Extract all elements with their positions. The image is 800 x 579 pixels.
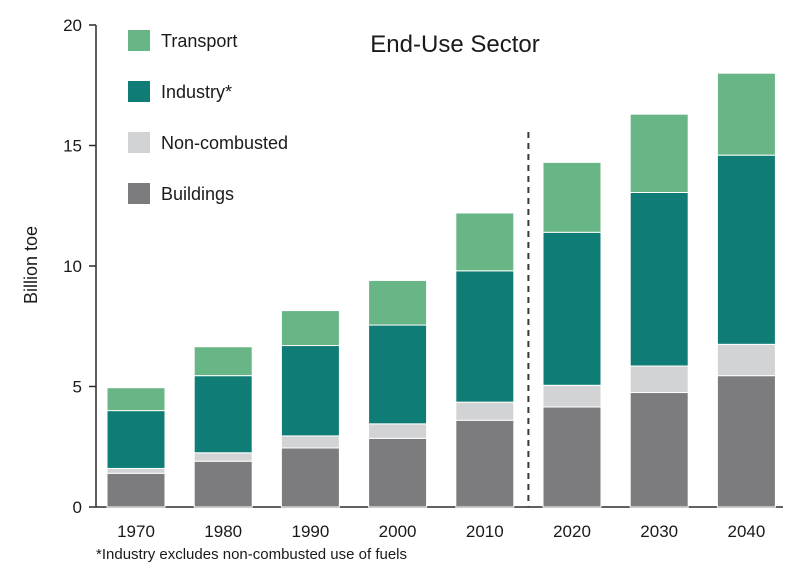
- bar-segment-noncombusted-1980: [193, 452, 253, 462]
- bar-segment-buildings-2030: [629, 392, 689, 508]
- bar-segment-transport-2040: [716, 72, 776, 156]
- y-tick-labels: 0 5 10 15 20: [63, 16, 96, 517]
- bar-segment-noncombusted-2010: [455, 401, 515, 421]
- bar-segment-industry-2010: [455, 270, 515, 403]
- y-tick-label: 10: [63, 257, 82, 276]
- y-tick-label: 15: [63, 137, 82, 156]
- bar-segment-noncombusted-2030: [629, 365, 689, 394]
- bar-segment-noncombusted-1970: [106, 467, 166, 474]
- bar-segment-industry-2040: [716, 154, 776, 345]
- legend-swatch: [128, 81, 150, 102]
- bar-segment-industry-2030: [629, 191, 689, 367]
- bar-segment-buildings-1980: [193, 460, 253, 508]
- footnote: *Industry excludes non-combusted use of …: [96, 546, 408, 563]
- legend: Transport Industry* Non-combusted Buildings: [128, 30, 288, 204]
- legend-swatch: [128, 183, 150, 204]
- legend-swatch: [128, 132, 150, 153]
- x-tick-label: 1970: [117, 522, 155, 541]
- y-tick-label: 0: [73, 498, 82, 517]
- bar-segment-industry-1990: [280, 345, 340, 437]
- x-tick-label: 2020: [553, 522, 591, 541]
- bar-segment-transport-2010: [455, 212, 515, 272]
- bar-segment-industry-2020: [542, 231, 602, 386]
- x-tick-label: 1990: [291, 522, 329, 541]
- bar-segment-transport-2000: [368, 279, 428, 326]
- x-tick-label: 2010: [466, 522, 504, 541]
- bar-segment-transport-2030: [629, 113, 689, 193]
- bar-segment-transport-2020: [542, 161, 602, 233]
- bar-segment-noncombusted-1990: [280, 435, 340, 449]
- x-tick-label: 2030: [640, 522, 678, 541]
- legend-label: Non-combusted: [161, 133, 288, 153]
- bar-segment-transport-1970: [106, 387, 166, 412]
- bar-segment-buildings-2040: [716, 375, 776, 508]
- bar-segment-buildings-1990: [280, 447, 340, 508]
- bar-segment-buildings-2000: [368, 437, 428, 508]
- y-tick-label: 20: [63, 16, 82, 35]
- legend-swatch: [128, 30, 150, 51]
- x-tick-label: 2040: [727, 522, 765, 541]
- bar-segment-buildings-1970: [106, 472, 166, 508]
- bars: [106, 72, 776, 508]
- bar-segment-transport-1980: [193, 346, 253, 377]
- bar-segment-industry-2000: [368, 324, 428, 425]
- bar-segment-transport-1990: [280, 310, 340, 347]
- bar-segment-noncombusted-2040: [716, 343, 776, 377]
- bar-segment-noncombusted-2020: [542, 384, 602, 408]
- bar-segment-industry-1970: [106, 410, 166, 469]
- x-tick-label: 2000: [379, 522, 417, 541]
- y-tick-label: 5: [73, 378, 82, 397]
- legend-label: Transport: [161, 31, 237, 51]
- bar-segment-industry-1980: [193, 375, 253, 454]
- bar-segment-buildings-2020: [542, 406, 602, 508]
- chart-title: End-Use Sector: [370, 31, 539, 58]
- bar-segment-buildings-2010: [455, 419, 515, 508]
- x-tick-labels: 1970 1980 1990 2000 2010 2020 2030 2040: [117, 522, 765, 541]
- bar-segment-noncombusted-2000: [368, 423, 428, 439]
- legend-label: Buildings: [161, 184, 234, 204]
- legend-label: Industry*: [161, 82, 232, 102]
- y-axis-label: Billion toe: [21, 226, 41, 304]
- x-tick-label: 1980: [204, 522, 242, 541]
